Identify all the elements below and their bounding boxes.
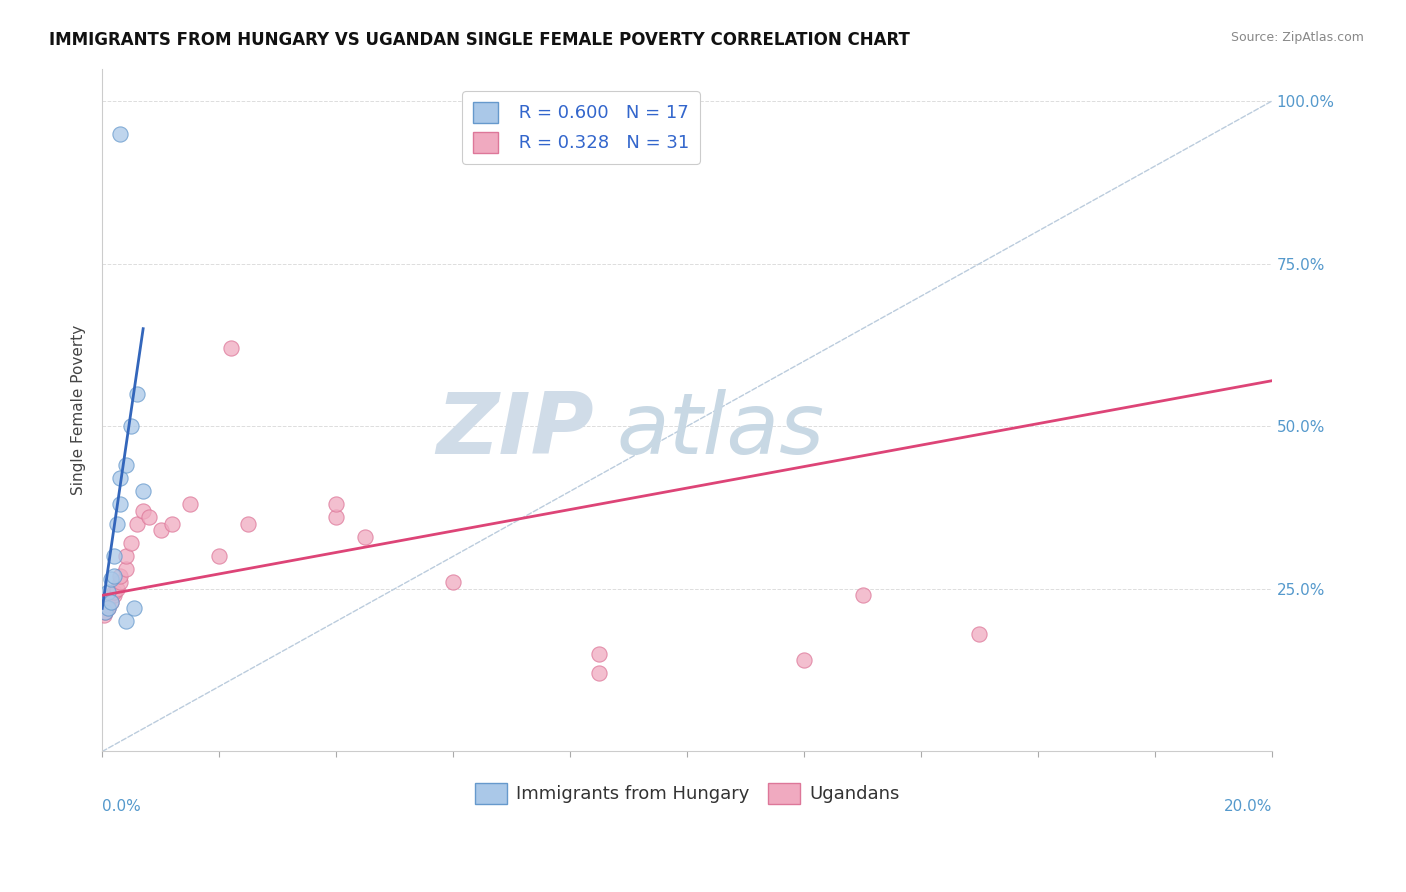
Point xyxy=(93,607,115,622)
Point xyxy=(97,601,120,615)
Point xyxy=(208,549,231,564)
Point xyxy=(108,127,131,141)
Point xyxy=(105,582,128,596)
Point xyxy=(97,598,120,612)
Y-axis label: Single Female Poverty: Single Female Poverty xyxy=(72,325,86,495)
Text: Source: ZipAtlas.com: Source: ZipAtlas.com xyxy=(1230,31,1364,45)
Point xyxy=(105,516,128,531)
Point xyxy=(219,341,242,355)
Point xyxy=(149,524,172,538)
Point xyxy=(94,605,117,619)
Point xyxy=(162,516,184,531)
Point xyxy=(325,497,347,511)
Point xyxy=(114,458,136,473)
Point xyxy=(132,504,155,518)
Point xyxy=(325,510,347,524)
Point xyxy=(354,530,377,544)
Point xyxy=(132,484,155,499)
Point xyxy=(793,653,815,667)
Point xyxy=(100,595,122,609)
Point xyxy=(97,601,120,615)
Point xyxy=(108,575,131,590)
Point xyxy=(138,510,160,524)
Text: atlas: atlas xyxy=(617,389,825,472)
Point xyxy=(127,386,149,401)
Point xyxy=(97,585,120,599)
Point xyxy=(124,601,146,615)
Text: ZIP: ZIP xyxy=(436,389,593,472)
Point xyxy=(114,615,136,629)
Point xyxy=(120,419,142,434)
Point xyxy=(120,536,142,550)
Point xyxy=(103,585,125,599)
Point xyxy=(179,497,201,511)
Point xyxy=(108,497,131,511)
Text: 20.0%: 20.0% xyxy=(1223,799,1272,814)
Point xyxy=(100,572,122,586)
Point xyxy=(114,562,136,576)
Point xyxy=(108,569,131,583)
Point xyxy=(108,471,131,485)
Point xyxy=(588,647,610,661)
Point xyxy=(441,575,464,590)
Point xyxy=(127,516,149,531)
Point xyxy=(114,549,136,564)
Point xyxy=(588,666,610,681)
Legend: Immigrants from Hungary, Ugandans: Immigrants from Hungary, Ugandans xyxy=(467,775,907,811)
Text: IMMIGRANTS FROM HUNGARY VS UGANDAN SINGLE FEMALE POVERTY CORRELATION CHART: IMMIGRANTS FROM HUNGARY VS UGANDAN SINGL… xyxy=(49,31,910,49)
Point xyxy=(969,627,991,641)
Point xyxy=(103,549,125,564)
Point xyxy=(94,605,117,619)
Point xyxy=(238,516,260,531)
Point xyxy=(100,595,122,609)
Point xyxy=(851,588,873,602)
Point xyxy=(103,588,125,602)
Point xyxy=(103,569,125,583)
Text: 0.0%: 0.0% xyxy=(103,799,141,814)
